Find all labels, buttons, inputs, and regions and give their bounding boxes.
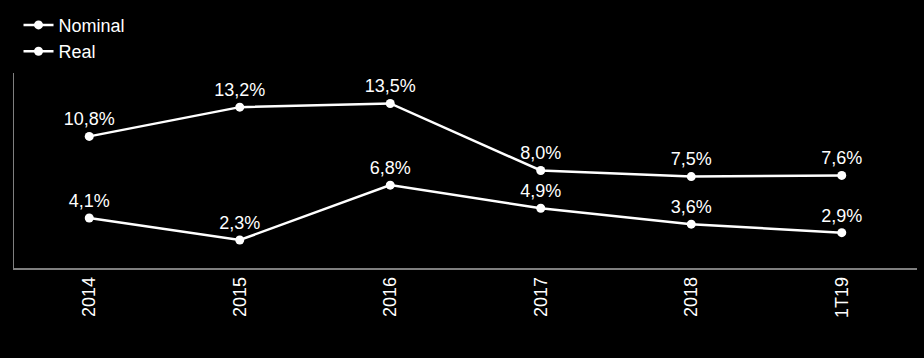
- svg-text:2,3%: 2,3%: [219, 213, 260, 233]
- svg-text:4,9%: 4,9%: [520, 181, 561, 201]
- svg-text:2018: 2018: [681, 277, 701, 317]
- svg-text:2014: 2014: [79, 277, 99, 317]
- svg-text:13,2%: 13,2%: [214, 80, 265, 100]
- svg-text:2,9%: 2,9%: [821, 206, 862, 226]
- svg-text:Nominal: Nominal: [59, 16, 125, 36]
- svg-text:7,5%: 7,5%: [671, 149, 712, 169]
- svg-text:6,8%: 6,8%: [370, 158, 411, 178]
- svg-text:2017: 2017: [531, 277, 551, 317]
- svg-text:Real: Real: [59, 42, 96, 62]
- svg-text:7,6%: 7,6%: [821, 148, 862, 168]
- svg-text:1T19: 1T19: [832, 277, 852, 318]
- svg-text:2015: 2015: [230, 277, 250, 317]
- svg-text:10,8%: 10,8%: [64, 109, 115, 129]
- svg-text:13,5%: 13,5%: [365, 76, 416, 96]
- svg-text:3,6%: 3,6%: [671, 197, 712, 217]
- svg-text:2016: 2016: [380, 277, 400, 317]
- svg-text:8,0%: 8,0%: [520, 143, 561, 163]
- svg-text:4,1%: 4,1%: [69, 191, 110, 211]
